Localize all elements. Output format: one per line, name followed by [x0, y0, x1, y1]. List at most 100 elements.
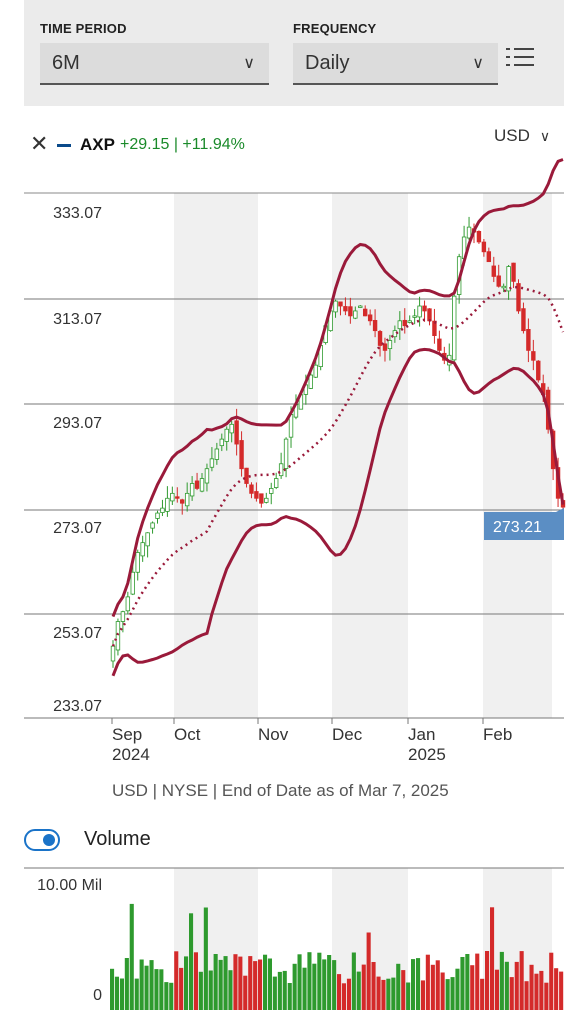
candle-body [155, 512, 160, 519]
candle-body [224, 428, 229, 442]
volume-bar [371, 962, 376, 1010]
volume-bar [307, 952, 312, 1010]
time-period-value: 6M [52, 52, 80, 74]
volume-bar [494, 969, 499, 1010]
volume-toggle[interactable] [24, 829, 60, 851]
volume-bar [346, 978, 351, 1010]
y-tick-label: 233.07 [53, 698, 102, 715]
candle-body [135, 552, 140, 573]
volume-bar [514, 961, 519, 1010]
volume-bar [198, 971, 203, 1010]
volume-bar [203, 907, 208, 1010]
candle-body [120, 611, 126, 622]
candle-body [348, 306, 353, 317]
bollinger-lower-band [111, 347, 565, 677]
x-tick-label: Jan [408, 725, 435, 744]
controls-panel: TIME PERIOD 6M ∨ FREQUENCY Daily ∨ [24, 0, 564, 106]
frequency-label: FREQUENCY [293, 21, 377, 36]
candle-body [437, 338, 442, 351]
volume-bar [302, 967, 307, 1010]
last-price-box [484, 508, 564, 540]
volume-bar [411, 959, 416, 1010]
volume-bar [416, 958, 421, 1010]
candle-body [219, 438, 224, 447]
volume-bar [292, 963, 297, 1010]
candle-body [115, 621, 121, 651]
volume-label: Volume [84, 828, 151, 850]
volume-bar [248, 956, 253, 1010]
series-swatch [57, 144, 71, 147]
volume-bar [267, 958, 272, 1010]
volume-bar [297, 954, 302, 1010]
volume-bar [312, 963, 317, 1010]
volume-bar [193, 952, 198, 1010]
volume-bar [277, 971, 282, 1010]
volume-bar [519, 951, 524, 1010]
month-shade [483, 193, 552, 718]
toggle-knob [43, 834, 55, 846]
candle-body [150, 522, 155, 529]
volume-bar [381, 979, 386, 1010]
x-tick-label: Oct [174, 725, 201, 744]
candle-body [501, 285, 506, 289]
volume-bar [425, 954, 430, 1010]
volume-bar [114, 976, 119, 1010]
currency-value: USD [494, 126, 530, 145]
candle-body [209, 458, 215, 468]
candle-body [130, 571, 135, 595]
candle-body [358, 305, 363, 308]
candle-body [249, 484, 254, 494]
candle-body [387, 340, 393, 350]
y-tick-label: 333.07 [53, 205, 102, 222]
volume-bar [253, 961, 258, 1010]
volume-bar [134, 978, 139, 1010]
candle-body [180, 499, 185, 504]
candle-body [229, 423, 234, 434]
volume-bar [544, 982, 549, 1010]
volume-bar [258, 959, 263, 1010]
candle-body [273, 478, 279, 488]
candle-body [516, 283, 521, 312]
candle-body [377, 331, 383, 346]
candle-body [407, 320, 412, 323]
candle-body [412, 315, 417, 318]
list-settings-icon[interactable] [506, 46, 536, 68]
candle-body [239, 440, 244, 470]
candle-body [313, 364, 318, 378]
time-period-select[interactable]: 6M ∨ [40, 43, 269, 85]
volume-bar [337, 974, 342, 1010]
candle-body [432, 320, 437, 336]
candle-body [417, 305, 422, 318]
volume-bar [430, 964, 435, 1010]
candle-body [338, 301, 343, 307]
frequency-select[interactable]: Daily ∨ [293, 43, 498, 85]
volume-bar [401, 970, 406, 1010]
x-tick-year: 2024 [112, 745, 150, 764]
candle-body [140, 542, 145, 557]
candle-body [333, 300, 338, 313]
volume-bar [154, 969, 159, 1010]
x-tick-label: Feb [483, 725, 512, 744]
volume-bar [119, 978, 124, 1010]
candle-body [481, 241, 487, 253]
volume-bar [549, 952, 554, 1010]
candle-body [367, 314, 373, 322]
volume-bar [351, 952, 356, 1010]
last-price-tag: 273.21 [484, 508, 564, 540]
chevron-down-icon: ∨ [539, 128, 551, 144]
candle-body [175, 496, 180, 499]
volume-bar [159, 969, 164, 1010]
volume-bar [450, 977, 455, 1010]
price-chart[interactable]: 333.07313.07293.07273.07253.07233.07Sep2… [0, 0, 569, 780]
close-icon[interactable]: ✕ [30, 131, 49, 156]
volume-bar [322, 959, 327, 1010]
data-source-note: USD | NYSE | End of Date as of Mar 7, 20… [112, 781, 449, 800]
currency-select[interactable]: USD ∨ [494, 126, 550, 146]
volume-y-tick-label: 10.00 Mil [37, 877, 102, 894]
candle-body [214, 448, 220, 460]
candle-body [511, 262, 516, 282]
volume-bar [174, 951, 179, 1010]
volume-bar [129, 903, 134, 1010]
volume-bar [228, 970, 233, 1010]
